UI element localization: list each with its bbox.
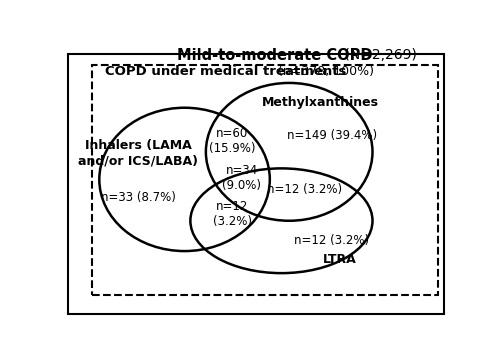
Text: Inhalers (LAMA
and/or ICS/LABA): Inhalers (LAMA and/or ICS/LABA) [78,139,198,167]
FancyBboxPatch shape [68,54,444,314]
Text: (n=378, 100%): (n=378, 100%) [274,66,374,78]
Text: Methylxanthines: Methylxanthines [262,96,378,109]
FancyBboxPatch shape [92,65,438,295]
Text: n=33 (8.7%): n=33 (8.7%) [100,191,176,204]
Text: n=34
(9.0%): n=34 (9.0%) [222,164,261,192]
Text: n=12
(3.2%): n=12 (3.2%) [212,200,252,228]
Text: n=60
(15.9%): n=60 (15.9%) [209,127,256,155]
Text: LTRA: LTRA [322,253,356,266]
Text: n=12 (3.2%): n=12 (3.2%) [267,183,342,196]
Text: n=149 (39.4%): n=149 (39.4%) [287,129,377,142]
Text: n=12 (3.2%): n=12 (3.2%) [294,233,370,247]
Text: (N=2,269): (N=2,269) [340,48,416,62]
Text: COPD under medical treatments: COPD under medical treatments [105,66,346,78]
Text: Mild-to-moderate COPD: Mild-to-moderate COPD [177,48,372,63]
